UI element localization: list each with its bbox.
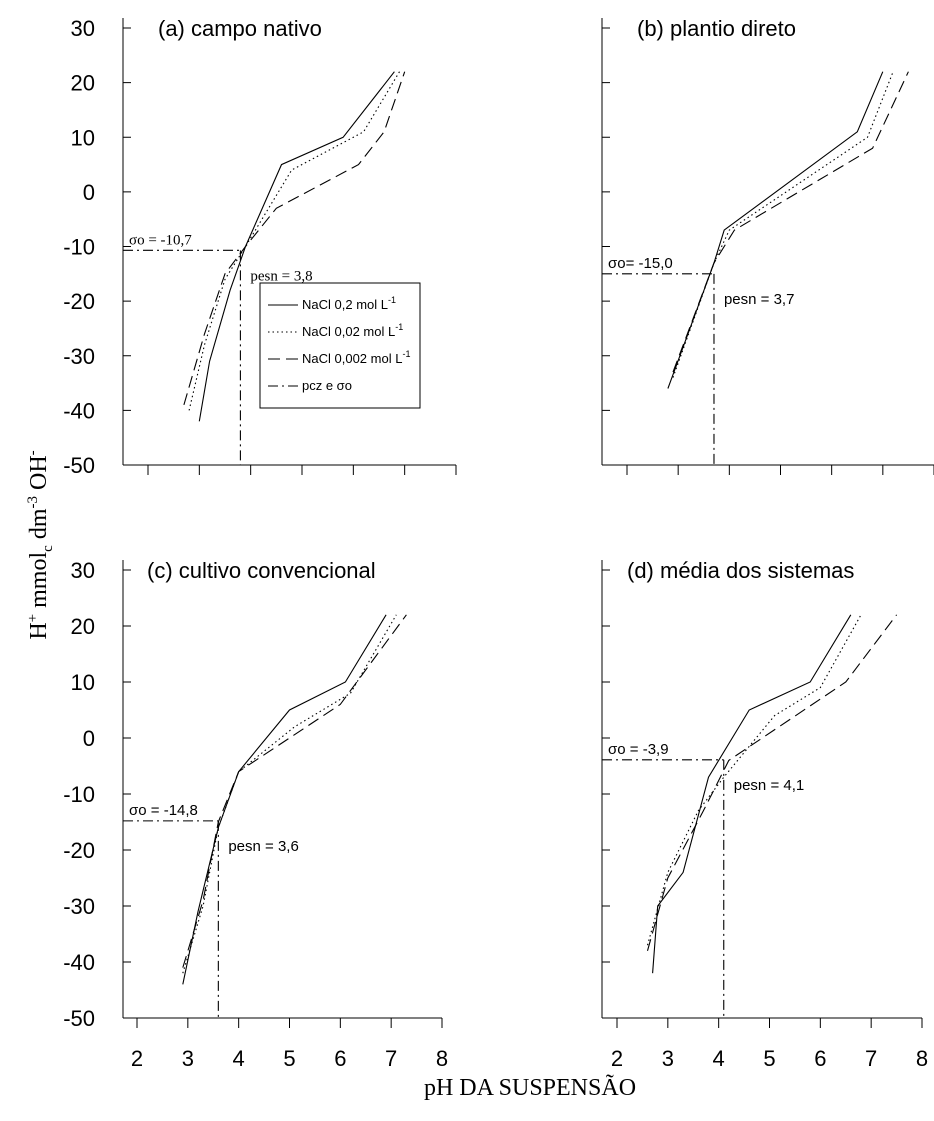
pcz-label: pesn = 3,7 (724, 291, 794, 308)
legend-box (259, 282, 421, 409)
y-tick-label: -40 (63, 398, 95, 423)
series-line (182, 614, 407, 968)
y-tick-label: -20 (63, 289, 95, 314)
sigma-label: σo = -10,7 (129, 232, 192, 248)
y-tick-label: 0 (83, 180, 95, 205)
panel-d: 2 3 4 5 6 7 8 (d) média dos sistemas σo = -3,9 pe… (601, 558, 928, 1071)
y-tick-label: -50 (63, 453, 95, 478)
y-tick-label: -10 (63, 782, 95, 807)
y-tick-label: -10 (63, 235, 95, 260)
y-tick-label: 30 (71, 558, 95, 583)
x-tick-label: 2 (611, 1046, 623, 1071)
series-line (672, 71, 909, 373)
x-tick-label: 7 (865, 1046, 877, 1071)
panel-c: 30 20 10 0 -10 -20 -30 -40 -50 2 3 4 5 6 7 8 (c) cultivo… (63, 558, 448, 1071)
y-tick-label: 0 (83, 726, 95, 751)
panel-title: (c) cultivo convencional (147, 558, 376, 583)
pcz-label: pesn = 4,1 (734, 777, 804, 794)
panel-a: 30 20 10 0 -10 -20 -30 -40 -50 (a) campo nativo σo… (63, 16, 457, 478)
x-tick-label: 8 (436, 1046, 448, 1071)
sigma-label: σo= -15,0 (608, 255, 673, 272)
x-tick-label: 8 (916, 1046, 928, 1071)
legend-label: NaCl 0,2 mol L-1 (302, 295, 396, 312)
y-tick-label: -20 (63, 838, 95, 863)
series-line (182, 614, 387, 985)
y-tick-label: 10 (71, 670, 95, 695)
x-tick-label: 3 (182, 1046, 194, 1071)
pcz-label: pesn = 3,8 (250, 268, 312, 284)
panel-title: (d) média dos sistemas (627, 558, 854, 583)
y-axis-title: H+ mmolc dm-3 OH- (25, 450, 56, 639)
series-line (182, 614, 397, 974)
series-line (672, 71, 894, 378)
pcz-label: pesn = 3,6 (228, 838, 298, 855)
x-tick-label: 4 (713, 1046, 725, 1071)
series-line (646, 614, 898, 951)
legend-label: NaCl 0,002 mol L-1 (302, 349, 410, 366)
sigma-label: σo = -3,9 (608, 741, 669, 758)
series-line (183, 71, 406, 406)
panel-title: (b) plantio direto (637, 16, 796, 41)
y-tick-label: 20 (71, 614, 95, 639)
x-axis-title: pH DA SUSPENSÃO (424, 1075, 636, 1101)
legend: NaCl 0,2 mol L-1 NaCl 0,02 mol L-1 NaCl 0,… (259, 282, 421, 409)
y-tick-label: -30 (63, 894, 95, 919)
y-tick-label: 30 (71, 16, 95, 41)
x-tick-label: 5 (763, 1046, 775, 1071)
panel-b: (b) plantio direto σo= -15,0 pesn = 3,7 (601, 16, 934, 475)
x-tick-label: 6 (814, 1046, 826, 1071)
x-tick-label: 2 (131, 1046, 143, 1071)
x-tick-label: 3 (662, 1046, 674, 1071)
x-tick-label: 6 (334, 1046, 346, 1071)
series-line (646, 614, 862, 946)
x-tick-label: 4 (233, 1046, 245, 1071)
series-line (652, 614, 852, 974)
y-tick-label: 10 (71, 125, 95, 150)
y-tick-label: 20 (71, 71, 95, 96)
y-tick-label: -30 (63, 344, 95, 369)
x-tick-label: 5 (283, 1046, 295, 1071)
y-tick-label: -50 (63, 1006, 95, 1031)
y-tick-label: -40 (63, 950, 95, 975)
legend-label: NaCl 0,02 mol L-1 (302, 322, 403, 339)
series-line (667, 71, 884, 389)
panel-title: (a) campo nativo (158, 16, 322, 41)
sigma-label: σo = -14,8 (129, 802, 198, 819)
x-tick-label: 7 (385, 1046, 397, 1071)
legend-label: pcz e σo (302, 378, 352, 393)
